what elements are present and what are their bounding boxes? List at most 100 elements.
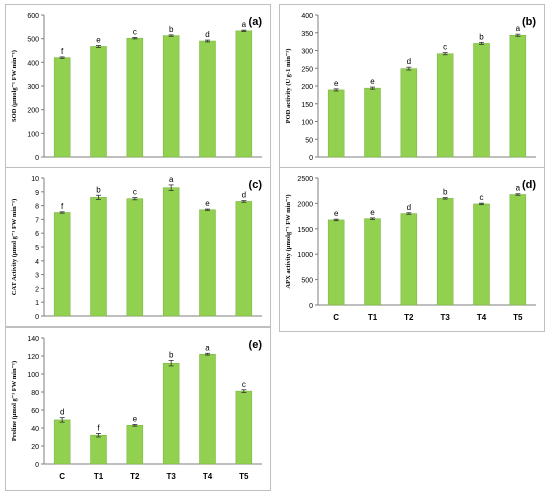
significance-letter: a [169, 175, 174, 184]
x-tick-label: T5 [239, 472, 249, 481]
bar-T2 [126, 37, 144, 158]
bar-T5 [509, 34, 527, 158]
chart-svg: 0 20 40 60 80 100 120 140 Proline (μmol g⁻¹ FW m… [11, 336, 263, 481]
significance-letter: b [169, 25, 174, 34]
panel-label: (d) [522, 179, 536, 191]
x-tick-label: T1 [94, 472, 104, 481]
significance-letter: b [96, 185, 101, 194]
y-tick-label: 80 [31, 390, 39, 397]
y-tick-label: 50 [305, 137, 313, 144]
bar-T2 [126, 198, 144, 317]
bar-T3 [436, 53, 454, 158]
y-tick-label: 150 [301, 102, 313, 109]
y-tick-label: 0 [309, 155, 313, 162]
bar-T3 [162, 187, 180, 317]
bar-T4 [199, 209, 216, 317]
y-tick-label: 7 [35, 217, 39, 224]
y-tick-label: 6 [35, 231, 39, 238]
y-tick-label: 0 [35, 155, 39, 162]
significance-letter: f [97, 423, 100, 432]
x-tick-label: C [59, 472, 65, 481]
y-tick-label: 100 [301, 120, 313, 127]
significance-letter: f [61, 47, 64, 56]
significance-letter: e [370, 77, 375, 86]
chart-panel-d: 0 500 1000 1500 2000 2500 APX activity (μmolg⁻… [279, 167, 545, 332]
bar-C [53, 212, 71, 317]
significance-letter: c [133, 27, 137, 36]
significance-letter: c [480, 193, 484, 202]
y-tick-label: 0 [309, 303, 313, 310]
bar-T1 [90, 46, 107, 158]
y-tick-label: 2000 [297, 201, 313, 208]
bar-T3 [162, 35, 180, 158]
chart-panel-a: 0 100 200 300 400 500 600 SOD (μmolg⁻¹ FW min⁻¹… [5, 4, 271, 168]
bar-T5 [509, 194, 527, 306]
significance-letter: a [242, 20, 247, 29]
significance-letter: e [96, 36, 101, 45]
y-tick-label: 60 [31, 408, 39, 415]
significance-letter: c [133, 188, 137, 197]
significance-letter: d [407, 57, 411, 66]
y-tick-label: 300 [301, 49, 313, 56]
y-tick-label: 100 [27, 131, 39, 138]
y-axis-label: Proline (μmol g⁻¹ FW min⁻¹) [11, 361, 18, 441]
y-tick-label: 4 [35, 259, 39, 266]
chart-svg: 0 1 2 3 4 5 6 7 8 9 10 CAT Activity (μmol g⁻¹ FW mi… [11, 175, 262, 321]
y-tick-label: 2 [35, 286, 39, 293]
significance-letter: d [242, 191, 246, 200]
significance-letter: e [334, 79, 339, 88]
significance-letter: a [516, 24, 521, 33]
x-tick-label: T2 [404, 313, 414, 322]
y-tick-label: 300 [27, 84, 39, 91]
bar-T1 [364, 218, 381, 306]
significance-letter: a [205, 343, 210, 352]
bar-T1 [90, 197, 107, 317]
significance-letter: e [133, 414, 138, 423]
panel-label: (e) [249, 339, 263, 351]
bar-T2 [400, 213, 418, 306]
bar-T1 [90, 434, 107, 465]
y-tick-label: 0 [35, 462, 39, 469]
significance-letter: e [205, 199, 210, 208]
y-tick-label: 500 [27, 37, 39, 44]
panel-label: (a) [249, 16, 263, 28]
significance-letter: d [60, 408, 64, 417]
y-tick-label: 1500 [297, 227, 313, 234]
significance-letter: c [443, 43, 447, 52]
bar-C [327, 89, 345, 158]
significance-letter: b [169, 351, 174, 360]
bar-T3 [162, 362, 180, 465]
y-tick-label: 350 [301, 31, 313, 38]
x-tick-label: T5 [513, 313, 523, 322]
bar-T4 [473, 203, 490, 306]
bar-C [53, 419, 71, 465]
bar-T4 [199, 353, 216, 465]
bar-T3 [436, 198, 454, 306]
y-tick-label: 400 [301, 13, 313, 20]
bar-T5 [235, 390, 253, 465]
y-tick-label: 1 [35, 300, 39, 307]
x-tick-label: T1 [368, 313, 378, 322]
y-tick-label: 9 [35, 190, 39, 197]
y-tick-label: 120 [27, 354, 39, 361]
chart-panel-c: 0 1 2 3 4 5 6 7 8 9 10 CAT Activity (μmol g⁻¹ FW mi… [5, 167, 271, 327]
y-tick-label: 5 [35, 245, 39, 252]
bar-T5 [235, 201, 253, 317]
x-tick-label: C [333, 313, 339, 322]
y-tick-label: 600 [27, 13, 39, 20]
y-tick-label: 200 [301, 84, 313, 91]
significance-letter: a [516, 184, 521, 193]
bar-T4 [473, 43, 490, 158]
y-tick-label: 100 [27, 372, 39, 379]
x-tick-label: T4 [203, 472, 213, 481]
significance-letter: e [370, 208, 375, 217]
significance-letter: c [242, 380, 246, 389]
y-tick-label: 8 [35, 204, 39, 211]
y-axis-label: CAT Activity (μmol g⁻¹ FW min⁻¹) [11, 199, 18, 296]
y-tick-label: 1000 [297, 252, 313, 259]
significance-letter: e [334, 209, 339, 218]
chart-panel-b: 0 50 100 150 200 250 300 350 400 POD activity (U … [279, 4, 545, 168]
chart-svg: 0 500 1000 1500 2000 2500 APX activity (μmolg⁻… [285, 176, 536, 322]
y-tick-label: 140 [27, 336, 39, 343]
y-tick-label: 200 [27, 108, 39, 115]
